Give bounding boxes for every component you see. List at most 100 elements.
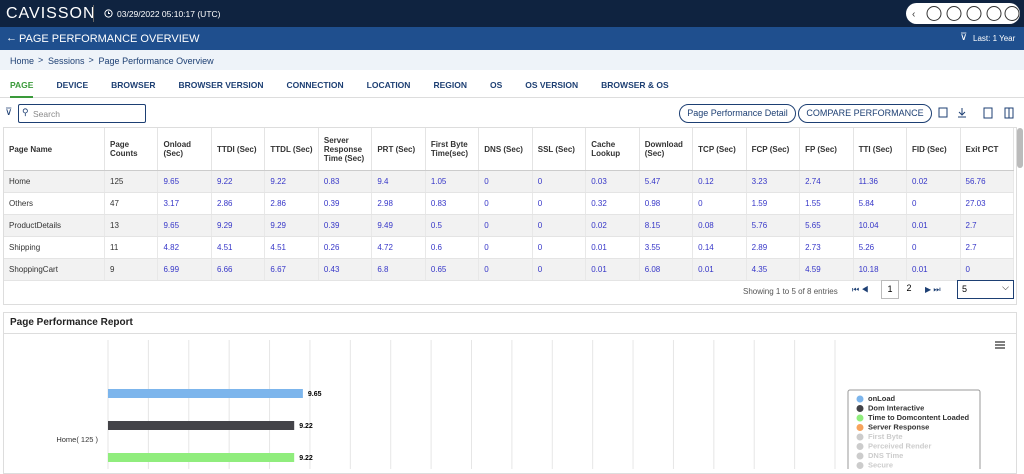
table-panel — [3, 127, 1017, 305]
table-row: ProductDetails 13 9.65 9.29 9.29 0.39 9.49 0.5 0… — [4, 214, 1014, 237]
tab[interactable]: PAGE — [10, 80, 34, 98]
table-cell: 0 — [960, 258, 1014, 281]
tab[interactable]: BROWSER & OS — [601, 80, 669, 90]
page-size-select[interactable]: 5 ⌵ — [957, 280, 1014, 299]
column-header: Onload (Sec) — [157, 128, 212, 171]
table-cell: 9 — [104, 258, 159, 281]
table-cell: 0.01 — [906, 258, 961, 281]
table-cell: 0 — [532, 236, 587, 259]
table-cell: 5.84 — [853, 192, 908, 215]
table-cell: 13 — [104, 214, 159, 237]
tab[interactable]: LOCATION — [366, 80, 411, 90]
tabs: PAGE DEVICE BROWSER BROWSER VERSION CONNECTI… — [0, 72, 1024, 98]
table-cell: 0.01 — [585, 258, 640, 281]
table-cell: 125 — [104, 170, 159, 193]
table-cell: 0.83 — [318, 170, 373, 193]
table-cell: 4.35 — [746, 258, 801, 281]
column-header: First Byte Time(sec) — [425, 128, 480, 171]
tab[interactable]: OS — [489, 80, 503, 90]
legend-label: Perceived Render — [868, 441, 931, 450]
first-prev[interactable]: ⏮ ◀ — [852, 285, 869, 294]
filter-icon[interactable]: ⊽ — [960, 32, 968, 43]
search-placeholder: Search — [33, 109, 60, 119]
table-cell: 10.18 — [853, 258, 908, 281]
table-cell: 0.65 — [425, 258, 480, 281]
data-label: 9.22 — [299, 455, 313, 462]
bar — [108, 389, 303, 398]
compare-button[interactable]: COMPARE PERFORMANCE — [798, 104, 932, 123]
column-header: FCP (Sec) — [746, 128, 801, 171]
table-cell: 9.65 — [157, 170, 212, 193]
table-cell: 5.47 — [639, 170, 694, 193]
table-cell: 56.76 — [960, 170, 1014, 193]
table-cell: 6.67 — [264, 258, 319, 281]
table-cell: 0.01 — [906, 214, 961, 237]
tab[interactable]: BROWSER — [111, 80, 156, 90]
table-cell: Others — [4, 192, 105, 215]
table-cell: 0.83 — [425, 192, 480, 215]
column-header: TTI (Sec) — [853, 128, 908, 171]
column-header: Exit PCT — [960, 128, 1014, 171]
breadcrumb-item[interactable]: Sessions — [48, 56, 85, 66]
table-cell: 0 — [906, 236, 961, 259]
table-cell: 4.82 — [157, 236, 212, 259]
page-button[interactable]: 1 — [881, 280, 899, 299]
page-button[interactable]: 2 — [906, 283, 912, 293]
breadcrumb-item[interactable]: Page Performance Overview — [98, 56, 214, 66]
table-cell: Shipping — [4, 236, 105, 259]
toolbar-icons[interactable] — [936, 105, 1016, 121]
pagination-summary: Showing 1 to 5 of 8 entries — [743, 287, 838, 296]
filter-icon[interactable]: ⊽ — [5, 107, 13, 118]
detail-button[interactable]: Page Performance Detail — [679, 104, 796, 123]
table-cell: 0.01 — [692, 258, 747, 281]
search-box[interactable]: ⚲ Search — [18, 104, 146, 123]
table-cell: ProductDetails — [4, 214, 105, 237]
column-header: Page Counts — [104, 128, 159, 171]
category-label: Home( 125 ) — [56, 435, 98, 444]
table-cell: 0 — [478, 258, 533, 281]
table-cell: 0 — [478, 170, 533, 193]
table-cell: 0.02 — [906, 170, 961, 193]
table-cell: 9.4 — [371, 170, 426, 193]
table-cell: 0.12 — [692, 170, 747, 193]
column-header: FID (Sec) — [906, 128, 961, 171]
table-cell: 0.5 — [425, 214, 480, 237]
clock-icon — [104, 9, 113, 18]
table-cell: 0.01 — [585, 236, 640, 259]
table-row: Home 125 9.65 9.22 9.22 0.83 9.4 1.05 0 0 0.03 5.47… — [4, 170, 1014, 193]
back-arrow[interactable]: ← — [6, 32, 17, 44]
table-cell: 27.03 — [960, 192, 1014, 215]
table-cell: 2.7 — [960, 214, 1014, 237]
menu-icon[interactable] — [995, 341, 1005, 349]
table-cell: 6.66 — [211, 258, 266, 281]
header-icons[interactable]: ‹ — [906, 3, 1020, 24]
table-cell: 2.98 — [371, 192, 426, 215]
tab[interactable]: DEVICE — [56, 80, 89, 90]
table-cell: 0.26 — [318, 236, 373, 259]
tab[interactable]: OS VERSION — [525, 80, 579, 90]
divider — [4, 333, 1016, 334]
tab[interactable]: CONNECTION — [286, 80, 344, 90]
filter-label[interactable]: Last: 1 Year — [973, 34, 1016, 43]
legend-label: onLoad — [868, 394, 895, 403]
tab[interactable]: REGION — [433, 80, 467, 90]
table-cell: 6.08 — [639, 258, 694, 281]
svg-text:‹: ‹ — [912, 9, 915, 20]
table-row: Others 47 3.17 2.86 2.86 0.39 2.98 0.83 0 0 0.32 0.… — [4, 192, 1014, 215]
legend-marker — [856, 414, 864, 422]
column-header: PRT (Sec) — [371, 128, 426, 171]
table-cell: 9.49 — [371, 214, 426, 237]
table-cell: 0.39 — [318, 192, 373, 215]
legend-marker — [856, 395, 864, 403]
table-cell: 0 — [532, 170, 587, 193]
next-last[interactable]: ▶ ⏭ — [925, 285, 941, 294]
legend-marker — [856, 433, 864, 441]
table-cell: 9.29 — [211, 214, 266, 237]
legend-marker — [856, 443, 864, 450]
breadcrumb-item[interactable]: Home — [10, 56, 35, 66]
bar — [108, 421, 295, 430]
tab[interactable]: BROWSER VERSION — [178, 80, 264, 90]
legend-label: Secure — [868, 460, 893, 469]
